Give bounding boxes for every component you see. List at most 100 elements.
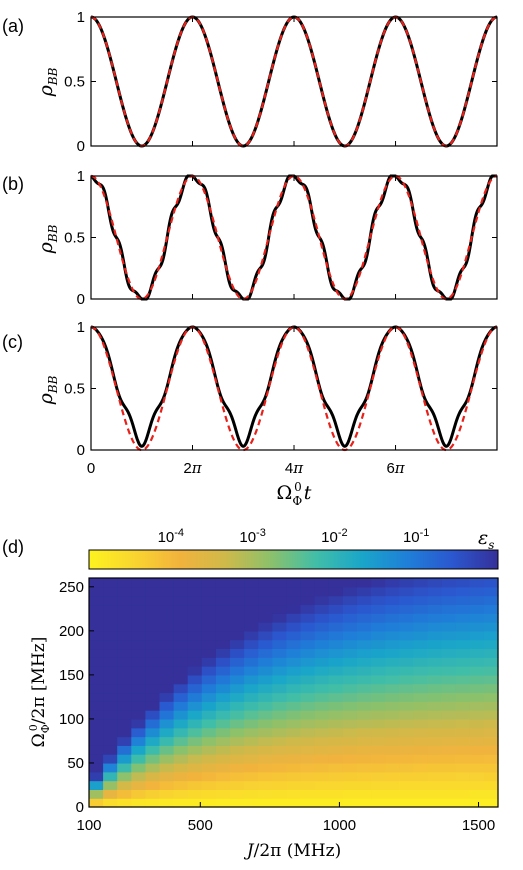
heatmap-cell <box>131 789 147 799</box>
heatmap-cell <box>469 701 485 711</box>
heatmap-cell <box>117 578 132 588</box>
heatmap-cell <box>483 692 499 702</box>
heatmap-cell <box>469 762 485 773</box>
heatmap-cell <box>173 789 189 799</box>
y-tick-label: 0 <box>76 799 84 816</box>
panel-d: (d) 10-4 10-3 10-2 10-1 εs 050100150200250 … <box>2 527 499 861</box>
heatmap-cell <box>427 727 443 738</box>
heatmap-cell <box>187 736 203 746</box>
heatmap-cell <box>201 789 217 799</box>
heatmap-cell <box>469 666 485 676</box>
heatmap-cell <box>187 648 203 658</box>
heatmap-cell <box>413 648 429 658</box>
heatmap-cell <box>342 780 358 790</box>
y-tick-label: 0.5 <box>64 230 85 247</box>
heatmap-cell <box>89 666 104 676</box>
heatmap-cell <box>201 674 217 685</box>
heatmap-cell <box>117 745 132 755</box>
heatmap-cell <box>399 683 414 694</box>
heatmap-cell <box>89 771 104 782</box>
heatmap-cell <box>89 754 104 764</box>
heatmap-cell <box>356 613 372 623</box>
heatmap-cell <box>371 710 386 720</box>
y-tick-label: 250 <box>59 579 84 596</box>
heatmap-cell <box>286 604 302 614</box>
heatmap-cell <box>145 613 161 623</box>
panel-c-axes-frame <box>90 326 498 451</box>
heatmap-cell <box>300 639 316 650</box>
heatmap-cell <box>300 622 316 632</box>
panel-label-a: (a) <box>2 16 24 36</box>
heatmap-cell <box>103 648 118 658</box>
heatmap-cell <box>356 657 372 667</box>
heatmap-cell <box>413 595 429 606</box>
heatmap-cell <box>300 771 316 782</box>
heatmap-cell <box>286 648 302 658</box>
heatmap-cell <box>342 604 358 614</box>
heatmap-cell <box>244 745 259 755</box>
heatmap-cell <box>145 771 161 782</box>
heatmap-cell <box>286 727 302 738</box>
heatmap-cell <box>300 780 316 790</box>
heatmap-cell <box>371 578 386 588</box>
heatmap-cell <box>215 718 231 729</box>
heatmap-cell <box>215 586 231 597</box>
heatmap-cell <box>413 683 429 694</box>
heatmap-cell <box>371 727 386 738</box>
heatmap-cell <box>258 578 273 588</box>
heatmap-cell <box>385 754 400 764</box>
heatmap-cell <box>272 666 288 676</box>
heatmap-cell <box>300 762 316 773</box>
heatmap-cell <box>356 586 372 597</box>
heatmap-cell <box>300 710 316 720</box>
heatmap-cell <box>413 710 429 720</box>
heatmap-cell <box>117 701 132 711</box>
heatmap-cell <box>413 692 429 702</box>
heatmap-cell <box>469 586 485 597</box>
heatmap-cell <box>159 666 175 676</box>
heatmap-cell <box>117 789 132 799</box>
heatmap-cell <box>89 736 104 746</box>
panel-c-y-ticks: 00.51 <box>64 319 497 459</box>
heatmap-cell <box>215 701 231 711</box>
heatmap-cell <box>385 789 400 799</box>
heatmap-cell <box>215 613 231 623</box>
heatmap-cell <box>483 762 499 773</box>
heatmap-cell <box>300 595 316 606</box>
heatmap-cell <box>230 710 245 720</box>
heatmap-cell <box>173 692 189 702</box>
heatmap-cell <box>159 683 175 694</box>
heatmap-cell <box>385 578 400 588</box>
heatmap-cell <box>342 666 358 676</box>
heatmap-cell <box>258 771 273 782</box>
heatmap-cell <box>427 674 443 685</box>
heatmap-cell <box>427 745 443 755</box>
heatmap-cell <box>413 666 429 676</box>
heatmap-cell <box>441 674 457 685</box>
heatmap-cell <box>201 745 217 755</box>
heatmap-cell <box>314 798 330 808</box>
panel-d-x-axis-label: J/2π (MHz) <box>244 841 341 861</box>
heatmap-cell <box>342 736 358 746</box>
heatmap-cell <box>300 578 316 588</box>
panel-b-curves <box>91 174 497 301</box>
heatmap-cell <box>187 701 203 711</box>
heatmap-cell <box>131 692 147 702</box>
heatmap-cell <box>371 595 386 606</box>
heatmap-cell <box>230 657 245 667</box>
heatmap-cell <box>258 604 273 614</box>
heatmap-cell <box>272 630 288 641</box>
heatmap-cell <box>89 745 104 755</box>
heatmap-cell <box>244 798 259 808</box>
heatmap-cell <box>230 604 245 614</box>
heatmap-cell <box>258 754 273 764</box>
heatmap-cell <box>314 771 330 782</box>
heatmap-cell <box>258 586 273 597</box>
heatmap-cell <box>469 754 485 764</box>
heatmap-cell <box>117 657 132 667</box>
heatmap-cell <box>201 630 217 641</box>
heatmap-cell <box>483 622 499 632</box>
heatmap-cell <box>399 727 414 738</box>
heatmap-cell <box>103 710 118 720</box>
heatmap-cell <box>356 754 372 764</box>
